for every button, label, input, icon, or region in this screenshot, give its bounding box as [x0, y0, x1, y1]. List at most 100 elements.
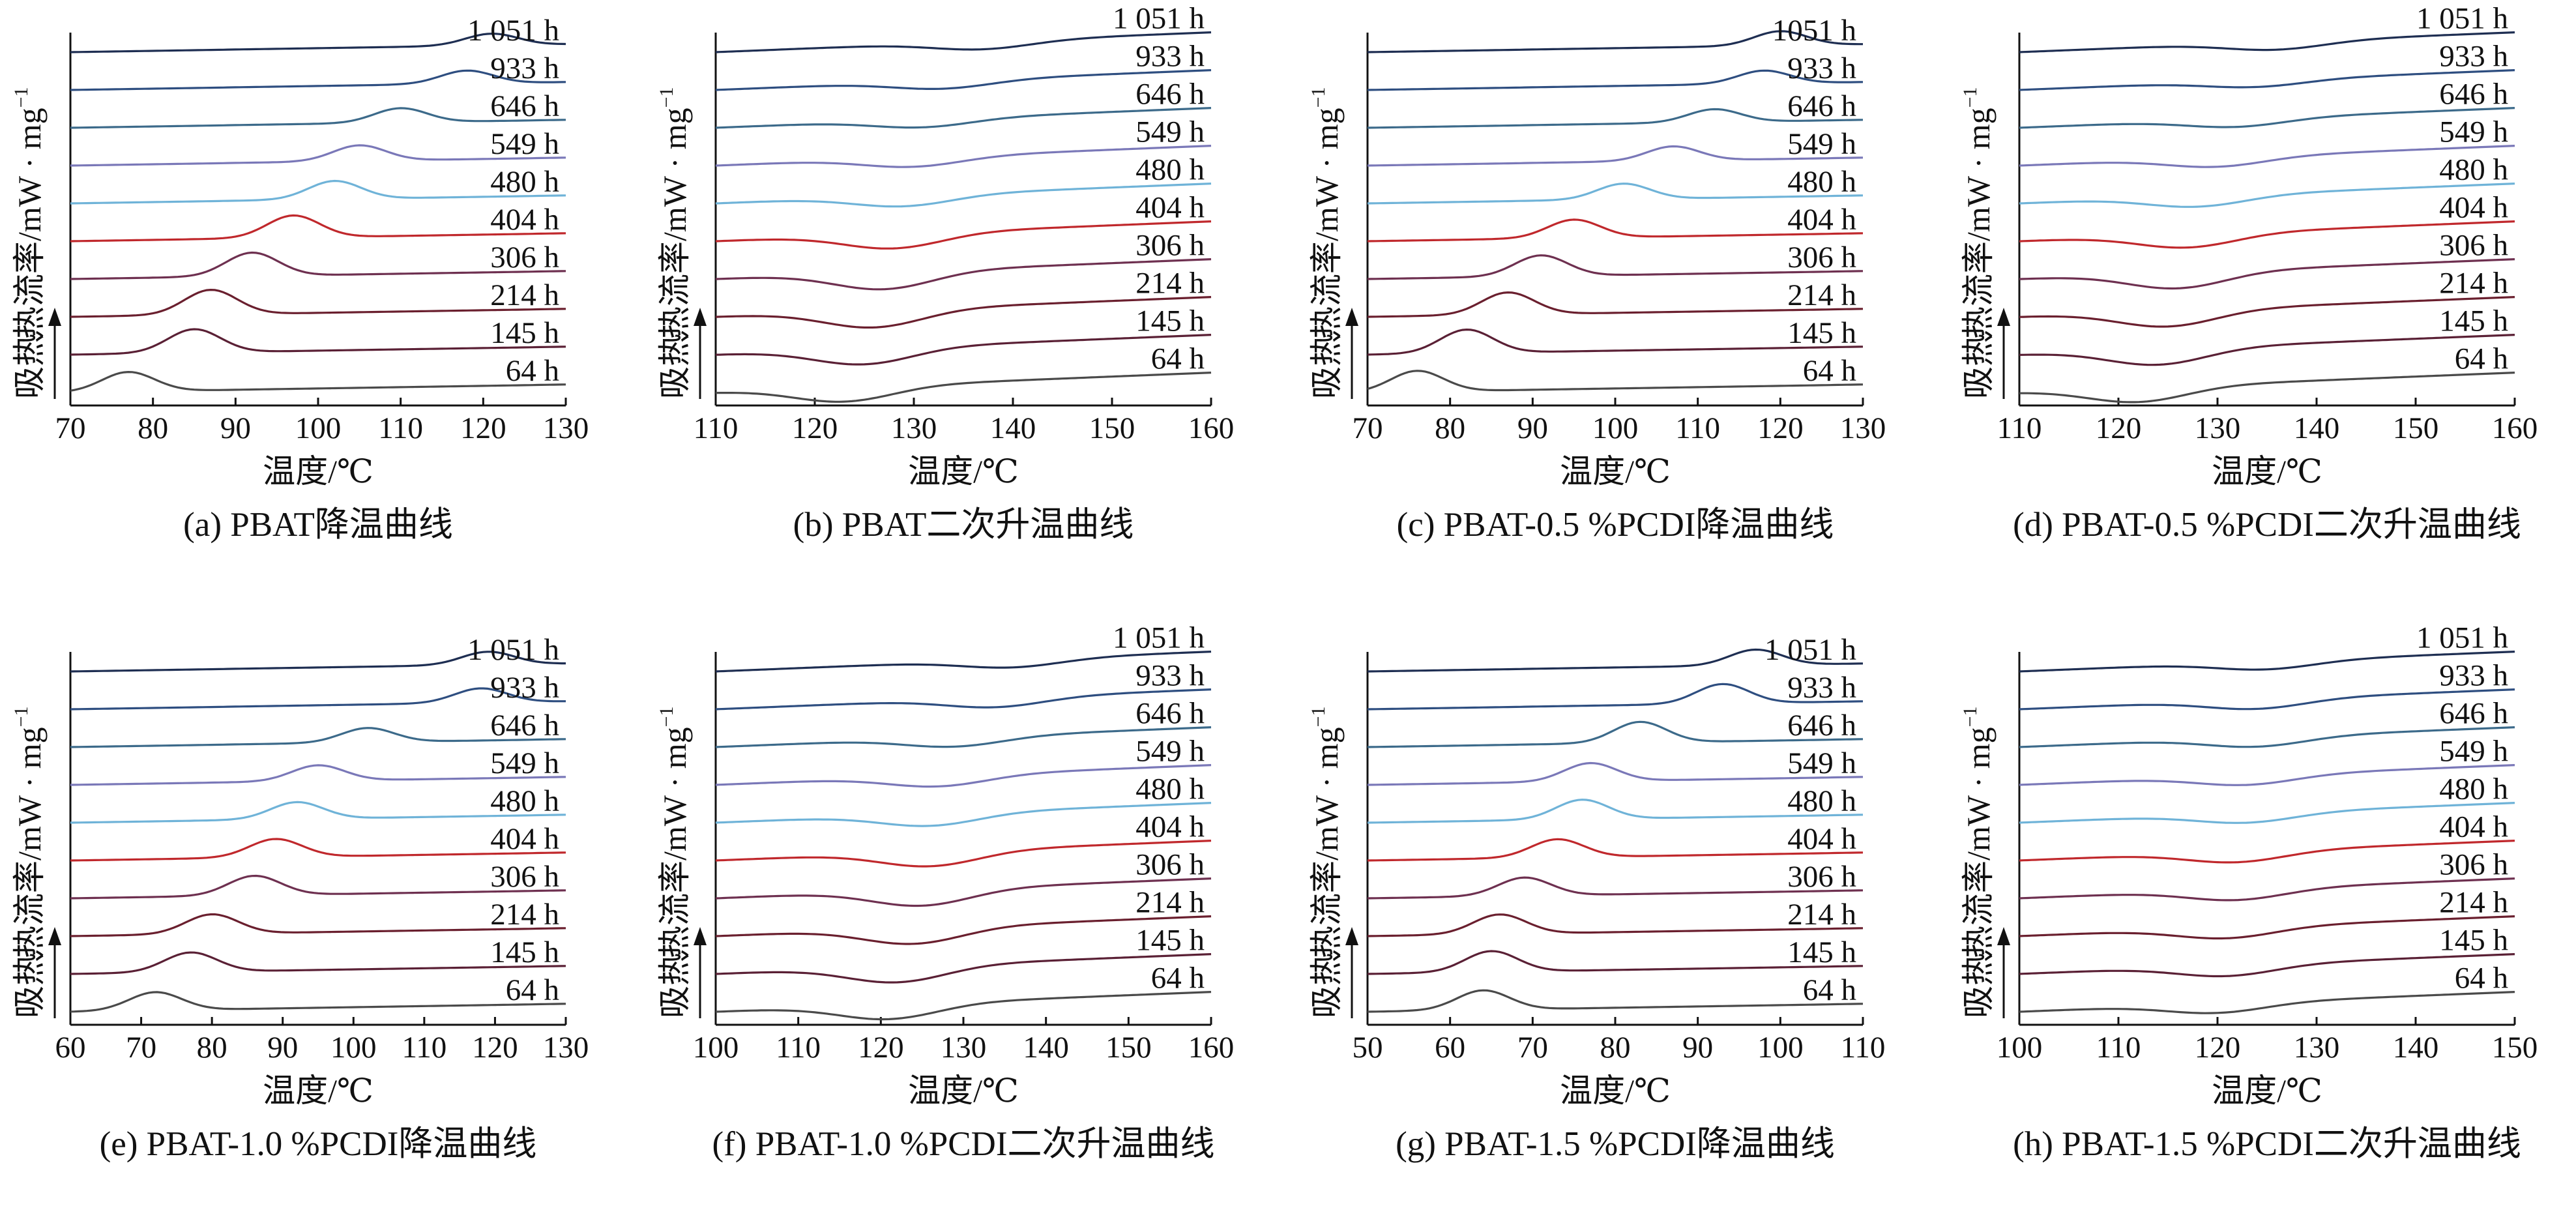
series-label: 646 h — [490, 709, 559, 743]
series-line-306h — [70, 251, 566, 280]
series-line-64h — [715, 372, 1212, 403]
x-tick-label: 150 — [2393, 411, 2439, 445]
series-line-404h — [70, 214, 566, 243]
y-axis-title: 热流率/mW · mg−1 — [10, 706, 48, 958]
x-tick-label: 150 — [2492, 1031, 2538, 1065]
series-label: 145 h — [2439, 924, 2508, 958]
series-label: 214 h — [1135, 267, 1205, 301]
chart-caption: (e) PBAT-1.0 %PCDI降温曲线 — [100, 1125, 537, 1163]
series-line-646h — [70, 727, 566, 748]
series-label: 64 h — [1803, 354, 1856, 388]
series-line-214h — [715, 296, 1212, 329]
x-tick-label: 120 — [2195, 1031, 2241, 1065]
series-label: 646 h — [1787, 709, 1856, 743]
series-line-404h — [1367, 838, 1864, 862]
y-axis-title-sup: −1 — [10, 87, 32, 108]
chart-panel-c: 70 80 90 100 110 120 130 64 h 145 h 214 h 306 h 404… — [1308, 14, 1886, 544]
series-label: 404 h — [1787, 822, 1856, 856]
series-label: 64 h — [506, 973, 559, 1007]
series-line-549h — [715, 145, 1212, 168]
x-axis-title: 温度/℃ — [263, 1072, 373, 1109]
x-tick-label: 130 — [1840, 411, 1886, 445]
series-line-306h — [715, 877, 1212, 907]
x-axis-title: 温度/℃ — [263, 453, 373, 490]
series-label: 646 h — [2439, 78, 2508, 111]
series-label: 480 h — [490, 165, 559, 199]
series-line-214h — [70, 288, 566, 318]
series-line-549h — [1367, 145, 1864, 167]
series-line-306h — [70, 874, 566, 900]
series-label: 214 h — [490, 898, 559, 932]
x-tick-label: 130 — [543, 411, 589, 445]
series-line-480h — [715, 183, 1212, 208]
series-line-306h — [2019, 877, 2515, 902]
y-axis-title-text: 热流率/mW · mg — [1960, 727, 1997, 958]
endotherm-arrow-head — [694, 308, 707, 326]
series-line-404h — [70, 838, 566, 862]
series-label: 306 h — [490, 860, 559, 894]
series-line-1051h — [70, 33, 566, 53]
series-line-646h — [2019, 726, 2515, 748]
series-label: 404 h — [2439, 810, 2508, 844]
series-label: 933 h — [2439, 40, 2508, 74]
series-label: 549 h — [490, 746, 559, 780]
x-tick-label: 130 — [941, 1031, 987, 1065]
series-line-214h — [1367, 291, 1864, 318]
y-axis-title: 热流率/mW · mg−1 — [1308, 706, 1345, 958]
series-line-1051h — [715, 31, 1212, 53]
series-label: 933 h — [1787, 671, 1856, 705]
series-line-1051h — [70, 651, 566, 673]
y-axis-title-text: 热流率/mW · mg — [656, 727, 693, 958]
endotherm-arrow-head — [48, 308, 61, 326]
x-tick-label: 110 — [2096, 1031, 2141, 1065]
series-line-933h — [1367, 683, 1864, 711]
x-tick-label: 70 — [1353, 411, 1383, 445]
chart-caption: (c) PBAT-0.5 %PCDI降温曲线 — [1397, 506, 1834, 544]
series-label: 646 h — [1787, 89, 1856, 123]
series-line-214h — [2019, 915, 2515, 940]
x-tick-label: 140 — [990, 411, 1036, 445]
series-label: 549 h — [2439, 115, 2508, 149]
series-line-404h — [715, 840, 1212, 868]
series-label: 480 h — [2439, 772, 2508, 806]
endotherm-arrow-head — [694, 927, 707, 945]
x-tick-label: 120 — [1757, 411, 1804, 445]
y-axis-title-text: 热流率/mW · mg — [1308, 108, 1345, 339]
series-label: 306 h — [1135, 229, 1205, 263]
y-axis-title-sup: −1 — [10, 706, 32, 727]
series-line-306h — [2019, 258, 2515, 290]
x-tick-label: 110 — [1675, 411, 1720, 445]
chart-caption: (h) PBAT-1.5 %PCDI二次升温曲线 — [2013, 1125, 2521, 1163]
series-line-64h — [2019, 372, 2515, 404]
series-line-646h — [70, 107, 566, 129]
series-line-404h — [715, 220, 1212, 250]
y-axis-title: 热流率/mW · mg−1 — [656, 706, 693, 958]
x-tick-label: 150 — [1105, 1031, 1152, 1065]
series-line-1051h — [2019, 651, 2515, 673]
y-axis-title-text: 热流率/mW · mg — [656, 108, 693, 339]
series-label: 1051 h — [1772, 14, 1856, 48]
series-label: 1 051 h — [467, 14, 559, 48]
y-axis-title-text: 热流率/mW · mg — [11, 727, 48, 958]
y-axis-title-text: 热流率/mW · mg — [11, 108, 48, 339]
series-line-145h — [715, 334, 1212, 366]
endotherm-label: 吸热 — [656, 953, 693, 1018]
series-label: 64 h — [1151, 962, 1205, 995]
y-axis-title: 热流率/mW · mg−1 — [10, 87, 48, 339]
series-label: 214 h — [1787, 898, 1856, 932]
series-label: 480 h — [1787, 165, 1856, 199]
series-label: 306 h — [490, 241, 559, 274]
series-line-480h — [2019, 183, 2515, 208]
series-label: 64 h — [2455, 342, 2508, 376]
series-line-214h — [715, 915, 1212, 945]
y-axis-title: 热流率/mW · mg−1 — [1308, 87, 1345, 339]
chart-panel-f: 100 110 120 130 140 150 160 64 h 145 h 214 h 306 h… — [656, 621, 1234, 1163]
endotherm-label: 吸热 — [656, 334, 693, 399]
series-label: 306 h — [1135, 848, 1205, 882]
series-label: 646 h — [1135, 697, 1205, 731]
series-label: 1 051 h — [2416, 621, 2508, 655]
series-label: 549 h — [1787, 746, 1856, 780]
x-tick-label: 100 — [1592, 411, 1639, 445]
x-tick-label: 140 — [2393, 1031, 2439, 1065]
